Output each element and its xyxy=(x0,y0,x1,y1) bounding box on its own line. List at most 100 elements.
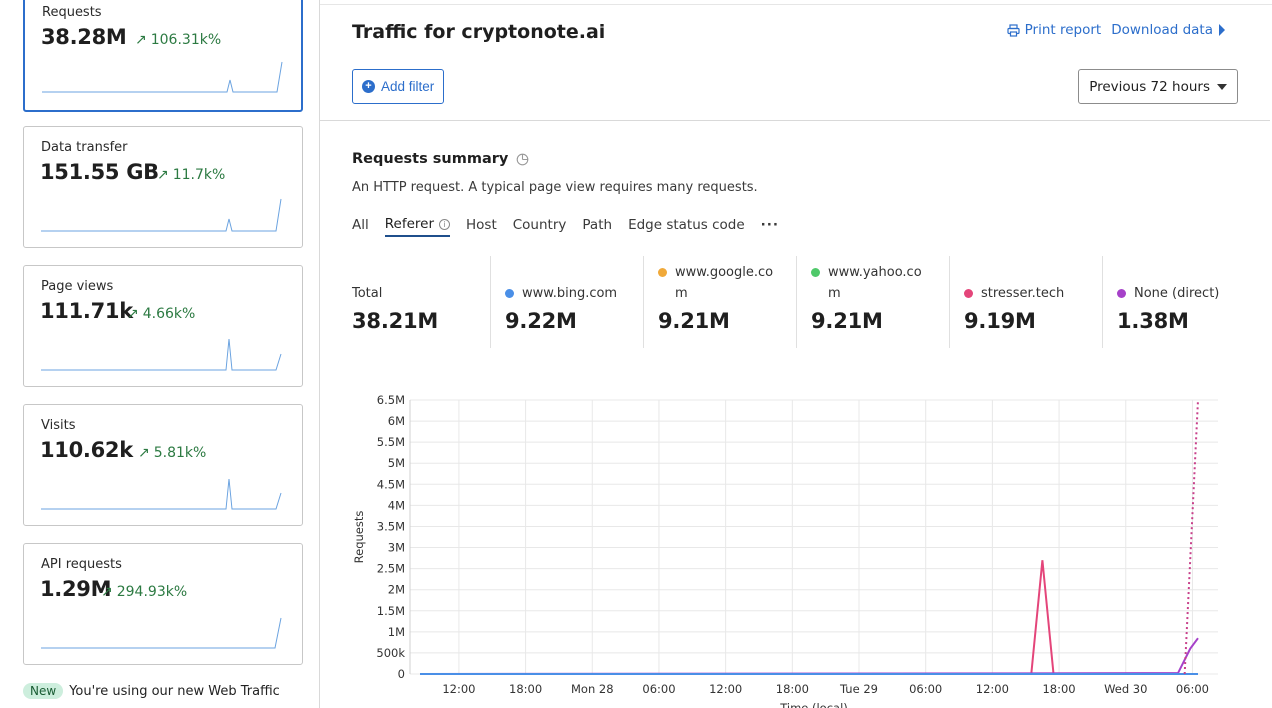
x-tick-label: 12:00 xyxy=(976,682,1009,696)
arrow-up-right-icon: ↗ xyxy=(127,306,139,322)
metric-label: Data transfer xyxy=(41,140,128,155)
y-tick-label: 4.5M xyxy=(377,477,405,491)
metric-card-page-views[interactable]: Page views 111.71k ↗ 4.66k% xyxy=(23,265,303,387)
metric-value: 151.55 GB xyxy=(40,160,159,184)
metric-card-requests[interactable]: Requests 38.28M ↗ 106.31k% xyxy=(23,0,303,112)
plus-circle-icon: + xyxy=(362,80,375,93)
metric-card-visits[interactable]: Visits 110.62k ↗ 5.81k% xyxy=(23,404,303,526)
tab-label: Edge status code xyxy=(628,217,745,233)
stat-label: None (direct) xyxy=(1117,283,1242,304)
download-data-label: Download data xyxy=(1111,22,1213,38)
legend-dot xyxy=(811,268,820,277)
requests-line-chart: 0 500k 1M 1.5M 2M 2.5M 3M 3.5M 4M 4.5M 5M 5.5M 6M 6.5… xyxy=(352,393,1218,708)
stat-direct[interactable]: None (direct) 1.38M xyxy=(1102,256,1242,348)
sparkline xyxy=(42,61,283,93)
stat-separator xyxy=(643,256,644,348)
x-tick-label: 18:00 xyxy=(1042,682,1075,696)
summary-description: An HTTP request. A typical page view req… xyxy=(352,180,758,195)
y-tick-label: 2.5M xyxy=(377,562,405,576)
legend-dot xyxy=(658,268,667,277)
y-tick-label: 1M xyxy=(388,625,405,639)
x-axis-label: Time (local) xyxy=(779,701,848,708)
stat-label-text: None (direct) xyxy=(1134,286,1220,301)
y-tick-label: 5M xyxy=(388,456,405,470)
metric-card-api-requests[interactable]: API requests 1.29M ↗ 294.93k% xyxy=(23,543,303,665)
metric-change-value: 11.7k% xyxy=(172,167,226,183)
print-report-label: Print report xyxy=(1024,22,1102,38)
tab-label: All xyxy=(352,217,369,233)
legend-dot xyxy=(1117,289,1126,298)
stat-yahoo[interactable]: www.yahoo.com 9.21M xyxy=(796,256,925,348)
x-tick-label: Wed 30 xyxy=(1104,682,1147,696)
stat-value: 9.19M xyxy=(964,309,1036,333)
download-data-link[interactable]: Download data xyxy=(1111,22,1226,38)
metric-card-data-transfer[interactable]: Data transfer 151.55 GB ↗ 11.7k% xyxy=(23,126,303,248)
metric-change: ↗ 5.81k% xyxy=(138,445,206,461)
sparkline xyxy=(41,198,282,232)
series-line xyxy=(420,560,1198,675)
stat-label-text: Total xyxy=(352,286,383,301)
sparkline xyxy=(41,338,282,371)
tab-country[interactable]: Country xyxy=(513,216,567,237)
stat-value: 9.21M xyxy=(658,309,730,333)
metrics-sidebar: Requests 38.28M ↗ 106.31k% Data transfer … xyxy=(0,0,320,708)
metric-value: 111.71k xyxy=(40,299,133,323)
stat-separator xyxy=(796,256,797,348)
stat-label: www.yahoo.com xyxy=(811,262,925,304)
arrow-up-right-icon: ↗ xyxy=(157,167,169,183)
add-filter-button[interactable]: + Add filter xyxy=(352,69,445,104)
tab-referer[interactable]: Referer i xyxy=(384,216,450,237)
metric-value: 110.62k xyxy=(40,438,133,462)
stat-google[interactable]: www.google.com 9.21M xyxy=(643,256,776,348)
stat-label-text: www.yahoo.com xyxy=(828,265,922,301)
tab-edge-status-code[interactable]: Edge status code xyxy=(628,216,745,237)
metric-change: ↗ 294.93k% xyxy=(101,584,187,600)
y-tick-label: 4M xyxy=(388,498,405,512)
sparkline xyxy=(41,617,282,649)
stat-value: 9.22M xyxy=(505,309,577,333)
header-divider xyxy=(320,120,1270,121)
tab-label: Host xyxy=(466,217,497,233)
y-tick-label: 5.5M xyxy=(377,435,405,449)
x-tick-label: 06:00 xyxy=(642,682,675,696)
sidebar-divider xyxy=(319,0,320,708)
print-report-link[interactable]: Print report xyxy=(1007,22,1102,38)
page-title: Traffic for cryptonote.ai xyxy=(352,21,606,43)
more-options-icon[interactable]: ··· xyxy=(760,217,780,233)
stat-stresser[interactable]: stresser.tech 9.19M xyxy=(949,256,1089,348)
metric-value: 1.29M xyxy=(40,577,112,601)
tab-host[interactable]: Host xyxy=(466,216,497,237)
series-line xyxy=(419,637,1199,675)
breakdown-tabs: All Referer i Host Country Path Edge stat… xyxy=(352,216,779,237)
y-tick-label: 2M xyxy=(388,583,405,597)
info-icon: i xyxy=(439,218,450,230)
x-tick-label: 18:00 xyxy=(509,682,542,696)
time-range-select[interactable]: Previous 72 hours xyxy=(1078,69,1238,104)
sparkline xyxy=(41,478,282,510)
stat-separator xyxy=(490,256,491,348)
tab-all[interactable]: All xyxy=(352,216,369,237)
y-tick-label: 6.5M xyxy=(377,393,405,407)
x-tick-label: 12:00 xyxy=(442,682,475,696)
x-tick-label: 18:00 xyxy=(776,682,809,696)
metric-change: ↗ 106.31k% xyxy=(135,32,221,48)
caret-right-icon xyxy=(1219,24,1225,36)
x-tick-label: Tue 29 xyxy=(839,682,878,696)
stat-bing[interactable]: www.bing.com 9.22M xyxy=(490,256,630,348)
tab-label: Path xyxy=(582,217,613,233)
new-experience-notice: New You're using our new Web Traffic xyxy=(23,683,280,699)
y-tick-label: 3M xyxy=(388,541,405,555)
x-tick-label: 06:00 xyxy=(1176,682,1209,696)
new-badge: New xyxy=(23,683,64,699)
metric-change-value: 106.31k% xyxy=(150,32,222,48)
metric-change-value: 5.81k% xyxy=(153,445,207,461)
tab-path[interactable]: Path xyxy=(582,216,612,237)
metric-change: ↗ 11.7k% xyxy=(157,167,225,183)
stat-total: Total 38.21M xyxy=(352,256,462,348)
arrow-up-right-icon: ↗ xyxy=(101,584,113,600)
pie-chart-icon[interactable] xyxy=(516,153,529,166)
x-tick-label: Mon 28 xyxy=(571,682,614,696)
stat-label-text: www.google.com xyxy=(675,265,774,301)
metric-label: API requests xyxy=(41,557,122,572)
chevron-down-icon xyxy=(1217,83,1227,90)
